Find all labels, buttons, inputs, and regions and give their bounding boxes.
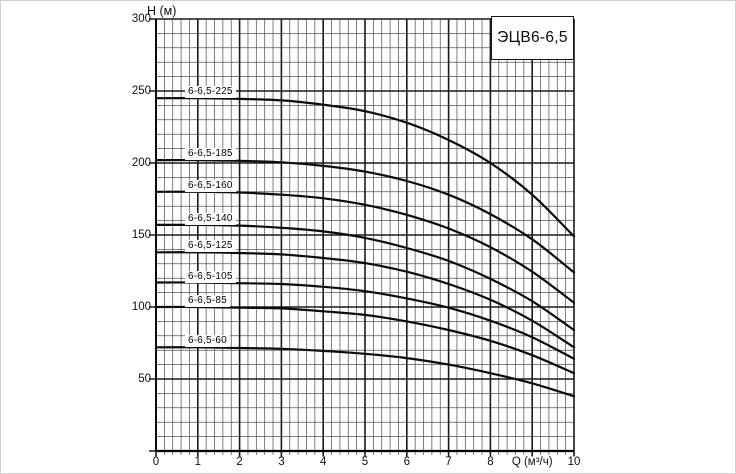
pump-curve-6-6-5-125 (154, 251, 576, 349)
x-tick-label-4: 4 (319, 456, 327, 468)
x-axis-title: Q (м³/ч) (511, 456, 553, 468)
curve-label-6-6-5-85: 6-6,5-85 (185, 295, 230, 307)
y-tick-label-300: 300 (131, 13, 151, 25)
x-tick-label-0: 0 (152, 456, 160, 468)
y-tick-label-250: 250 (131, 85, 151, 97)
curve-label-6-6-5-140: 6-6,5-140 (185, 212, 236, 225)
curve-label-6-6-5-125: 6-6,5-125 (185, 240, 236, 253)
y-tick-label-50: 50 (138, 373, 151, 385)
y-tick-label-150: 150 (131, 229, 151, 241)
curve-label-6-6-5-105: 6-6,5-105 (185, 270, 236, 283)
x-tick-label-2: 2 (236, 456, 243, 468)
x-tick-label-7: 7 (445, 456, 452, 468)
x-tick-label-10: 10 (567, 456, 581, 468)
x-tick-label-3: 3 (278, 456, 285, 468)
curve-label-6-6-5-60: 6-6,5-60 (185, 335, 230, 348)
y-tick-label-100: 100 (131, 301, 151, 313)
pump-curve-6-6-5-85 (154, 305, 576, 375)
pump-curve-6-6-5-105 (154, 281, 576, 360)
pump-curve-6-6-5-60 (154, 346, 576, 398)
pump-curve-6-6-5-185 (154, 158, 576, 274)
curve-label-6-6-5-160: 6-6,5-160 (185, 179, 236, 192)
curve-label-6-6-5-225: 6-6,5-225 (185, 86, 236, 99)
y-tick-label-200: 200 (131, 157, 151, 169)
pump-curve-6-6-5-160 (154, 190, 576, 304)
y-axis-title: H (м) (147, 4, 177, 18)
x-tick-label-8: 8 (487, 456, 494, 468)
x-tick-label-1: 1 (194, 456, 201, 468)
pump-curve-6-6-5-225 (154, 97, 576, 238)
pump-curve-6-6-5-140 (154, 223, 576, 332)
chart-title-box: ЭЦВ6-6,5 (491, 16, 574, 60)
x-tick-label-5: 5 (361, 456, 369, 468)
chart-title: ЭЦВ6-6,5 (497, 29, 568, 46)
curve-label-6-6-5-185: 6-6,5-185 (185, 148, 236, 161)
x-tick-label-6: 6 (403, 456, 410, 468)
